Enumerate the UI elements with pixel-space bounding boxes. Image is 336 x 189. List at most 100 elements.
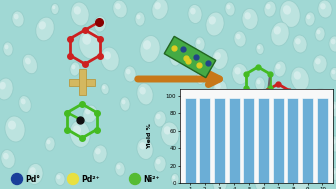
- Ellipse shape: [332, 70, 336, 74]
- Ellipse shape: [306, 14, 310, 19]
- Ellipse shape: [154, 2, 161, 9]
- Ellipse shape: [56, 175, 60, 179]
- Ellipse shape: [256, 43, 264, 54]
- Ellipse shape: [276, 164, 281, 169]
- Ellipse shape: [255, 77, 265, 91]
- Ellipse shape: [206, 12, 224, 36]
- Text: Ni²⁺: Ni²⁺: [143, 174, 160, 184]
- Ellipse shape: [312, 88, 328, 109]
- Ellipse shape: [95, 148, 101, 154]
- Ellipse shape: [294, 171, 301, 180]
- Ellipse shape: [315, 58, 321, 64]
- Ellipse shape: [101, 84, 109, 94]
- Ellipse shape: [117, 164, 121, 169]
- Ellipse shape: [256, 79, 260, 84]
- Ellipse shape: [136, 14, 140, 19]
- Ellipse shape: [214, 152, 221, 160]
- Y-axis label: Yield %: Yield %: [147, 123, 152, 149]
- Ellipse shape: [318, 0, 332, 18]
- Ellipse shape: [295, 142, 305, 156]
- Ellipse shape: [190, 8, 196, 15]
- Ellipse shape: [315, 158, 321, 164]
- Ellipse shape: [313, 55, 327, 73]
- Ellipse shape: [115, 3, 121, 9]
- Ellipse shape: [72, 64, 76, 69]
- Ellipse shape: [235, 167, 241, 174]
- Ellipse shape: [171, 54, 175, 59]
- Ellipse shape: [213, 80, 227, 98]
- Ellipse shape: [122, 99, 126, 104]
- FancyBboxPatch shape: [69, 78, 95, 85]
- Ellipse shape: [0, 78, 13, 100]
- Ellipse shape: [137, 83, 153, 105]
- Ellipse shape: [232, 163, 248, 184]
- Ellipse shape: [274, 61, 286, 77]
- Ellipse shape: [315, 128, 321, 134]
- Ellipse shape: [236, 134, 241, 139]
- Ellipse shape: [296, 109, 300, 114]
- Ellipse shape: [295, 38, 301, 44]
- Ellipse shape: [313, 125, 327, 143]
- Ellipse shape: [255, 177, 265, 189]
- Ellipse shape: [3, 153, 9, 160]
- Bar: [228, 98, 240, 183]
- Ellipse shape: [212, 149, 228, 170]
- Bar: [243, 98, 254, 183]
- Ellipse shape: [232, 64, 248, 84]
- Ellipse shape: [305, 12, 315, 26]
- Ellipse shape: [197, 144, 201, 149]
- Ellipse shape: [271, 92, 289, 116]
- Ellipse shape: [280, 1, 300, 27]
- Ellipse shape: [196, 74, 204, 84]
- Ellipse shape: [213, 175, 227, 189]
- Ellipse shape: [5, 116, 25, 142]
- Ellipse shape: [331, 104, 336, 109]
- Ellipse shape: [135, 12, 145, 26]
- Ellipse shape: [164, 126, 171, 135]
- FancyBboxPatch shape: [79, 69, 85, 95]
- Ellipse shape: [71, 2, 89, 26]
- Ellipse shape: [156, 159, 161, 164]
- Ellipse shape: [102, 85, 106, 89]
- Ellipse shape: [51, 4, 59, 15]
- Ellipse shape: [12, 11, 24, 27]
- Ellipse shape: [197, 75, 200, 79]
- Ellipse shape: [296, 144, 300, 149]
- Ellipse shape: [317, 29, 321, 34]
- Ellipse shape: [293, 35, 307, 53]
- Ellipse shape: [242, 9, 258, 29]
- Ellipse shape: [152, 0, 168, 19]
- Ellipse shape: [276, 64, 281, 69]
- Ellipse shape: [234, 131, 246, 147]
- Ellipse shape: [154, 111, 166, 127]
- Ellipse shape: [332, 170, 336, 174]
- Ellipse shape: [192, 104, 208, 125]
- Ellipse shape: [291, 167, 309, 189]
- Ellipse shape: [29, 167, 36, 174]
- Ellipse shape: [101, 47, 119, 71]
- Ellipse shape: [140, 36, 160, 62]
- Ellipse shape: [19, 96, 31, 112]
- Ellipse shape: [283, 5, 291, 15]
- Circle shape: [68, 174, 79, 184]
- Ellipse shape: [271, 22, 289, 46]
- Ellipse shape: [137, 139, 153, 159]
- Ellipse shape: [226, 5, 230, 9]
- Ellipse shape: [154, 156, 166, 172]
- Ellipse shape: [170, 52, 180, 66]
- Ellipse shape: [74, 6, 81, 15]
- Ellipse shape: [70, 62, 80, 76]
- Ellipse shape: [14, 14, 18, 19]
- Ellipse shape: [172, 175, 175, 179]
- Ellipse shape: [196, 174, 204, 184]
- Ellipse shape: [233, 100, 247, 118]
- Ellipse shape: [315, 27, 325, 41]
- Bar: [287, 98, 298, 183]
- Ellipse shape: [235, 103, 241, 109]
- Ellipse shape: [256, 179, 260, 184]
- Ellipse shape: [115, 162, 125, 176]
- Ellipse shape: [254, 111, 266, 127]
- Ellipse shape: [8, 121, 16, 130]
- Ellipse shape: [330, 67, 336, 81]
- Ellipse shape: [295, 107, 305, 121]
